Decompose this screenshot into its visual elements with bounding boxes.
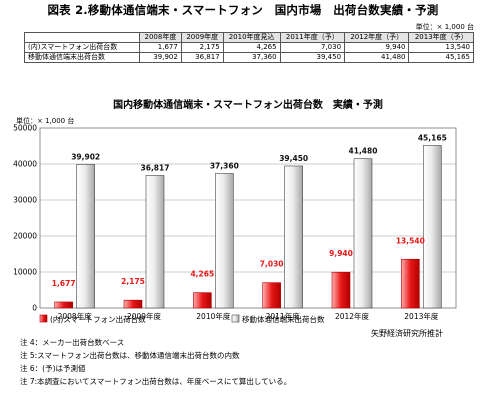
data-label: 45,165 bbox=[418, 133, 447, 142]
note-line: 注 7:本調査においてスマートフォン出荷台数は、年度ベースにて算出している。 bbox=[20, 377, 292, 386]
smartphone-bar bbox=[331, 271, 351, 309]
legend-swatch bbox=[39, 314, 48, 323]
mobile-terminal-bar bbox=[284, 165, 303, 309]
table-cell: 13,540 bbox=[408, 42, 474, 53]
table-cell: 4,265 bbox=[222, 42, 281, 53]
data-label: 13,540 bbox=[396, 236, 425, 245]
table-header-cell: 2010年度見込 bbox=[222, 32, 281, 43]
data-label: 9,940 bbox=[329, 249, 353, 258]
mobile-terminal-bar bbox=[215, 173, 234, 309]
mobile-terminal-bar bbox=[423, 145, 442, 309]
smartphone-bar bbox=[193, 292, 212, 309]
table-cell: 7,030 bbox=[279, 42, 346, 53]
note-line: 注 4：メーカー出荷台数ベース bbox=[20, 338, 125, 347]
table-row-label: 移動体通信端末出荷台数 bbox=[24, 52, 140, 63]
table-row: (内)スマートフォン出荷台数 1,677 2,175 4,265 7,030 9… bbox=[24, 42, 474, 53]
data-label: 41,480 bbox=[349, 147, 378, 156]
data-label: 36,817 bbox=[141, 163, 170, 172]
data-label: 39,902 bbox=[71, 152, 100, 161]
x-tick-label: 2010年度 bbox=[196, 311, 231, 321]
mobile-terminal-bar bbox=[353, 158, 373, 309]
x-tick-label: 2012年度 bbox=[335, 311, 370, 321]
y-tick-label: 50000 bbox=[13, 124, 37, 133]
note-line: 注 5:スマートフォン出荷台数は、移動体通信端末出荷台数の内数 bbox=[20, 351, 240, 360]
unit-note: 単位：× 1,000 台 bbox=[415, 23, 474, 31]
table-cell: 39,450 bbox=[279, 52, 346, 63]
table-cell: 1,677 bbox=[139, 42, 182, 53]
legend-swatch bbox=[231, 314, 240, 323]
bar-chart: 国内移動体通信端末・スマートフォン出荷台数 実績・予測 単位：× 1,000 台… bbox=[13, 98, 457, 324]
note-line: 注 6：(予)は予測値 bbox=[20, 364, 86, 373]
table-cell: 9,940 bbox=[344, 42, 410, 53]
table-cell: 2,175 bbox=[180, 42, 224, 53]
data-label: 2,175 bbox=[121, 277, 145, 286]
notes-block: 注 4：メーカー出荷台数ベース 注 5:スマートフォン出荷台数は、移動体通信端末… bbox=[20, 336, 291, 388]
smartphone-bar bbox=[54, 301, 73, 309]
x-tick-label: 2013年度 bbox=[404, 311, 439, 321]
table-header-cell: 2013年度（予） bbox=[408, 32, 474, 43]
data-label: 7,030 bbox=[260, 260, 284, 269]
chart-title: 国内移動体通信端末・スマートフォン出荷台数 実績・予測 bbox=[113, 98, 383, 111]
data-label: 1,677 bbox=[52, 279, 76, 288]
source-note: 矢野経済研究所推計 bbox=[371, 329, 443, 338]
table-cell: 36,817 bbox=[180, 52, 224, 63]
y-tick-label: 30000 bbox=[13, 196, 37, 205]
table-header-cell: 2008年度 bbox=[139, 32, 182, 43]
y-tick-label: 10000 bbox=[13, 268, 37, 277]
data-label: 37,360 bbox=[210, 162, 239, 171]
data-table: 2008年度 2009年度 2010年度見込 2011年度（予） 2012年度（… bbox=[24, 32, 474, 63]
table-cell: 45,165 bbox=[408, 52, 474, 63]
table-header-row: 2008年度 2009年度 2010年度見込 2011年度（予） 2012年度（… bbox=[24, 32, 474, 43]
mobile-terminal-bar bbox=[145, 175, 165, 309]
table-row: 移動体通信端末出荷台数 39,902 36,817 37,360 39,450 … bbox=[24, 52, 474, 63]
table-corner-cell bbox=[24, 32, 140, 43]
data-label: 39,450 bbox=[279, 154, 308, 163]
y-axis-unit-label: 単位：× 1,000 台 bbox=[16, 116, 74, 125]
legend-label: (内)スマートフォン出荷台数 bbox=[50, 314, 146, 324]
table-header-cell: 2009年度 bbox=[180, 32, 224, 43]
figure-title: 図表 2.移動体通信端末・スマートフォン 国内市場 出荷台数実績・予測 bbox=[47, 3, 439, 17]
table-row-label: (内)スマートフォン出荷台数 bbox=[24, 42, 140, 53]
y-tick-label: 0 bbox=[32, 304, 37, 313]
smartphone-bar bbox=[401, 258, 420, 309]
x-tick-label: 2009年度 bbox=[127, 311, 162, 321]
table-header-cell: 2011年度（予） bbox=[279, 32, 346, 43]
table-cell: 41,480 bbox=[344, 52, 410, 63]
table-header-cell: 2012年度（予） bbox=[344, 32, 410, 43]
table-cell: 39,902 bbox=[139, 52, 182, 63]
x-tick-label: 2008年度 bbox=[58, 311, 93, 321]
legend-label: 移動体通信端末出荷台数 bbox=[242, 314, 325, 324]
mobile-terminal-bar bbox=[76, 164, 95, 309]
data-label: 4,265 bbox=[190, 270, 214, 279]
x-tick-label: 2011年度 bbox=[266, 311, 301, 321]
y-tick-label: 20000 bbox=[13, 232, 37, 241]
y-tick-label: 40000 bbox=[13, 160, 37, 169]
table-cell: 37,360 bbox=[222, 52, 281, 63]
plot-area bbox=[39, 127, 457, 309]
smartphone-bar bbox=[123, 299, 143, 309]
chart-container: 国内移動体通信端末・スマートフォン出荷台数 実績・予測 単位：× 1,000 台… bbox=[0, 90, 486, 330]
smartphone-bar bbox=[262, 282, 281, 309]
